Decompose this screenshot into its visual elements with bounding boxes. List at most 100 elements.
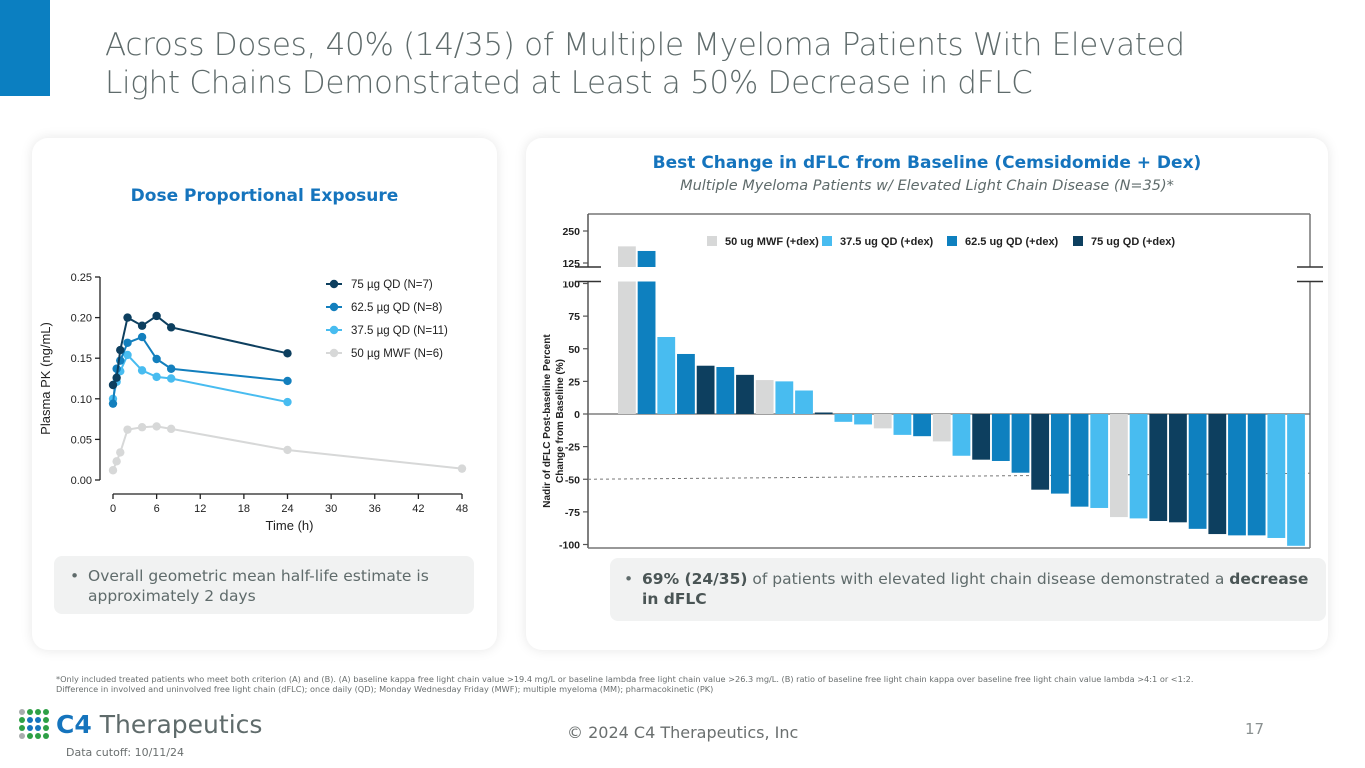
x-tick-label: 18 [238,503,250,515]
x-tick-label: 0 [110,503,116,515]
legend-swatch [1073,236,1083,246]
y-tick-label: 25 [568,376,580,388]
bar [618,281,636,414]
bar [795,390,813,414]
data-point [283,397,292,407]
x-tick-label: 6 [154,503,160,515]
bar [834,414,853,422]
y-tick-label: 50 [568,344,580,356]
data-point [166,364,176,373]
y-tick-label: -50 [565,474,580,486]
y-tick-label: 0.15 [71,353,92,365]
data-point [108,466,118,475]
data-point [283,349,292,358]
y-tick-label: 0.10 [71,394,92,406]
bar [932,414,951,442]
footnote-line-1: *Only included treated patients who meet… [56,674,1194,684]
pk-note-text: Overall geometric mean half-life estimat… [88,567,429,605]
data-point [166,323,176,332]
bar [814,412,833,414]
dflc-note-stat: 69% (24/35) [642,570,748,588]
legend-swatch [947,236,957,246]
bar [716,367,735,414]
dflc-panel: Best Change in dFLC from Baseline (Cemsi… [526,138,1328,650]
legend-label: 37.5 ug QD (+dex) [840,236,934,248]
bullet-icon: • [624,570,634,588]
bar [775,381,794,414]
logo-bold: C4 [56,710,92,739]
bar [1228,414,1246,536]
bar [1070,414,1089,507]
bar [1169,414,1187,523]
bar [854,414,872,425]
series-50-g-mwf-n-6- [108,422,467,475]
data-point [166,424,176,434]
bar [1287,414,1305,546]
page-number: 17 [1245,720,1265,738]
data-point [283,376,292,386]
legend-marker [329,302,339,312]
legend-marker [329,348,339,358]
pk-panel: Dose Proportional Exposure 0.00 0.05 0.10 0… [32,138,497,650]
bar [1050,414,1069,494]
data-point [152,372,161,382]
dflc-heading: Best Change in dFLC from Baseline (Cemsi… [652,153,1202,173]
data-point [112,373,121,382]
y-tick-label: -25 [565,442,580,454]
data-point [457,464,467,473]
y-axis-label-line: Nadir of dFLC Post-baseline Percent [542,334,553,508]
bars [618,246,1305,546]
slide-title: Across Doses, 40% (14/35) of Multiple My… [105,26,1305,102]
bar [1208,414,1227,535]
bar [991,414,1010,461]
legend-marker [329,279,339,289]
bar [1188,414,1207,529]
data-point [152,354,161,364]
legend-label: 62.5 ug QD (+dex) [965,236,1059,248]
dflc-note-emphasis: decrease in dFLC [642,570,1309,608]
y-tick-label: 0.05 [71,434,92,446]
y-tick-label: 250 [562,226,580,238]
bar [657,337,676,414]
bar [893,414,912,435]
data-point [123,313,132,322]
title-line-2: Light Chains Demonstrated at Least a 50%… [105,65,1033,101]
data-cutoff: Data cutoff: 10/11/24 [66,746,185,759]
data-point [108,380,118,390]
data-point [152,311,161,321]
logo-rest: Therapeutics [91,710,263,739]
bar [1110,414,1128,518]
bar-upper-segment [637,250,656,267]
dflc-note-text: of patients with elevated light chain di… [747,570,1230,588]
bar [873,414,892,429]
y-tick-label: 0.00 [71,475,92,487]
x-tick-label: 30 [325,503,337,515]
axis-break-gap [558,267,1328,282]
bullet-icon: • [70,567,80,585]
title-line-1: Across Doses, 40% (14/35) of Multiple My… [105,27,1185,63]
legend-label: 50 ug MWF (+dex) [725,236,819,248]
data-point [116,448,125,457]
c4-logo-icon [19,709,49,739]
bar [913,414,931,437]
copyright: © 2024 C4 Therapeutics, Inc [567,723,799,742]
legend-label: 75 µg QD (N=7) [351,279,433,291]
data-point [137,321,147,330]
data-point [123,338,132,347]
bar [1247,414,1266,536]
y-tick-label: 0.20 [71,313,92,325]
dflc-subheading: Multiple Myeloma Patients w/ Elevated Li… [680,178,1174,194]
data-point [123,350,132,360]
bar [972,414,991,460]
legend-swatch [707,236,717,246]
bar [637,281,656,414]
data-point [283,445,292,455]
legend-swatch [822,236,832,246]
data-point [108,399,118,408]
bar [1129,414,1148,519]
legend-label: 50 µg MWF (N=6) [351,348,443,360]
x-tick-label: 48 [456,503,468,515]
y-tick-label: -75 [565,507,580,519]
y-tick-label: 75 [568,311,580,323]
bar [1011,414,1030,473]
